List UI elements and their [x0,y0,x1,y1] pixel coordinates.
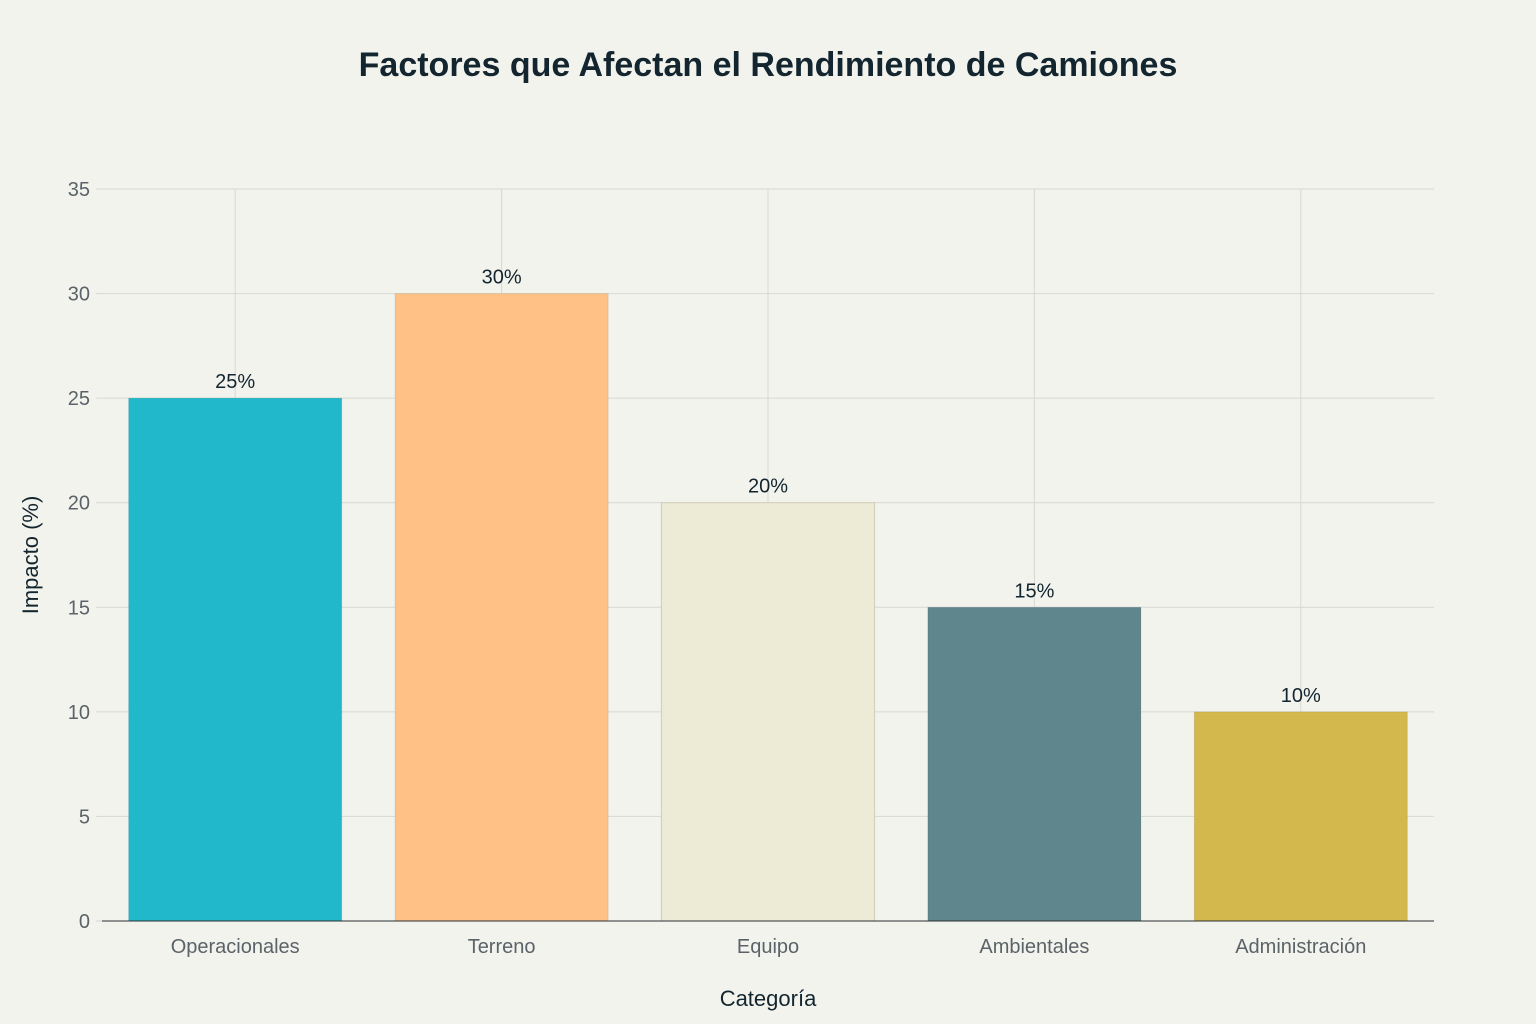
data-label: 30% [482,267,522,289]
data-label: 10% [1281,685,1321,707]
bar-operacionales [128,397,343,922]
y-tick-label: 15 [68,597,90,619]
y-tick-label: 0 [79,911,90,933]
x-tick-label: Operacionales [171,936,300,958]
y-tick-label: 5 [79,806,90,828]
x-axis-title: Categoría [720,986,817,1011]
x-tick-label: Ambientales [979,936,1089,958]
data-label: 15% [1014,580,1054,602]
data-label: 25% [215,371,255,393]
bar-equipo [660,502,876,922]
y-tick-label: 30 [68,284,90,306]
y-axis-title: Impacto (%) [18,496,43,615]
x-tick-label: Equipo [737,936,799,958]
y-axis-ticks: 0 5 10 15 20 25 30 35 [68,179,102,933]
bars-layer [128,293,1408,922]
bar-terreno [394,293,609,922]
y-tick-label: 35 [68,179,90,201]
data-labels-layer: 25% 30% 20% 15% 10% [215,267,1321,707]
chart-title: Factores que Afectan el Rendimiento de C… [359,46,1178,84]
x-tick-label: Terreno [468,936,536,958]
x-axis-ticks: Operacionales Terreno Equipo Ambientales Adm… [171,936,1367,958]
bar-administracion [1193,711,1408,922]
y-tick-label: 10 [68,702,90,724]
y-tick-label: 20 [68,493,90,515]
y-tick-label: 25 [68,388,90,410]
data-label: 20% [748,476,788,498]
x-tick-label: Administración [1235,936,1366,958]
bar-ambientales [927,606,1142,922]
